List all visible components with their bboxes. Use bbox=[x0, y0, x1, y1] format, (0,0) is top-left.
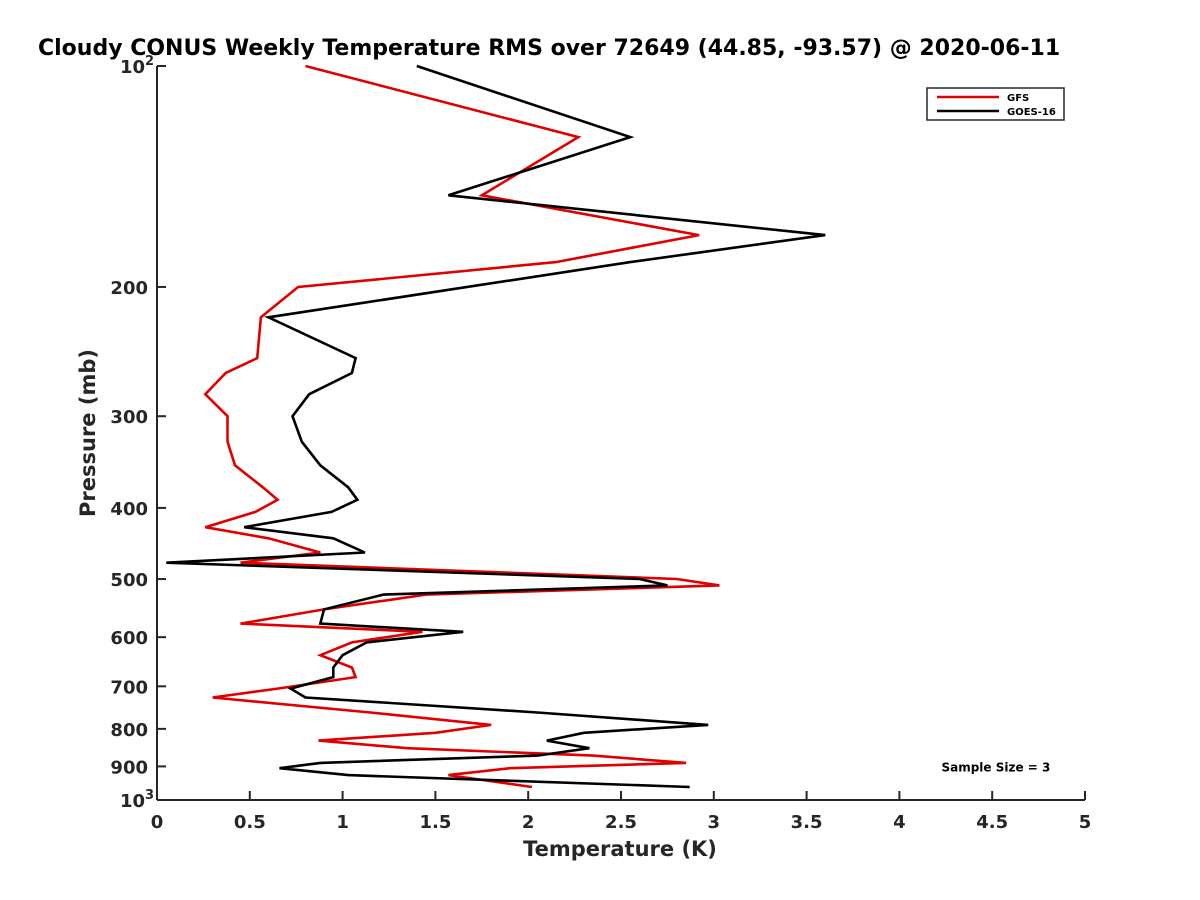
legend: GFS GOES-16 bbox=[926, 87, 1065, 121]
x-tick-label: 5 bbox=[1079, 812, 1092, 833]
x-tick-label: 0.5 bbox=[234, 812, 266, 833]
x-tick-label: 3 bbox=[708, 812, 721, 833]
annotation-layer: Sample Size = 3 bbox=[941, 760, 1050, 774]
x-tick-label: 0 bbox=[151, 812, 164, 833]
y-tick-label: 900 bbox=[110, 757, 148, 778]
x-tick-label: 4.5 bbox=[976, 812, 1008, 833]
y-tick-exponent: 3 bbox=[145, 788, 154, 803]
y-tick-label: 300 bbox=[110, 407, 148, 428]
series-line-gfs bbox=[203, 64, 720, 789]
y-tick-label: 10 bbox=[120, 57, 145, 78]
x-tick-label: 3.5 bbox=[791, 812, 823, 833]
series-line-goes-16 bbox=[166, 64, 826, 789]
y-tick-label: 800 bbox=[110, 720, 148, 741]
series-layer bbox=[166, 64, 826, 789]
y-tick-label: 500 bbox=[110, 570, 148, 591]
axes: 0 0.5 1 1.5 2 2.5 3 3.5 4 4.5 510 22003004005006007… bbox=[110, 54, 1091, 833]
legend-entry: GFS bbox=[1007, 93, 1029, 104]
sample-size-annotation: Sample Size = 3 bbox=[941, 760, 1050, 774]
x-tick-label: 2.5 bbox=[605, 812, 637, 833]
y-axis-label: Pressure (mb) bbox=[76, 349, 100, 517]
y-tick-label: 600 bbox=[110, 628, 148, 649]
x-axis-label: Temperature (K) bbox=[523, 837, 717, 861]
y-tick-label: 200 bbox=[110, 278, 148, 299]
legend-box bbox=[926, 87, 1065, 121]
chart-title: Cloudy CONUS Weekly Temperature RMS over… bbox=[38, 36, 1060, 61]
legend-entry: GOES-16 bbox=[1007, 107, 1056, 118]
x-tick-label: 2 bbox=[522, 812, 535, 833]
y-tick-label: 10 bbox=[120, 791, 145, 812]
y-tick-exponent: 2 bbox=[145, 54, 154, 69]
x-tick-label: 1.5 bbox=[419, 812, 451, 833]
x-tick-label: 4 bbox=[893, 812, 906, 833]
y-tick-label: 400 bbox=[110, 499, 148, 520]
x-tick-label: 1 bbox=[336, 812, 349, 833]
y-tick-label: 700 bbox=[110, 677, 148, 698]
